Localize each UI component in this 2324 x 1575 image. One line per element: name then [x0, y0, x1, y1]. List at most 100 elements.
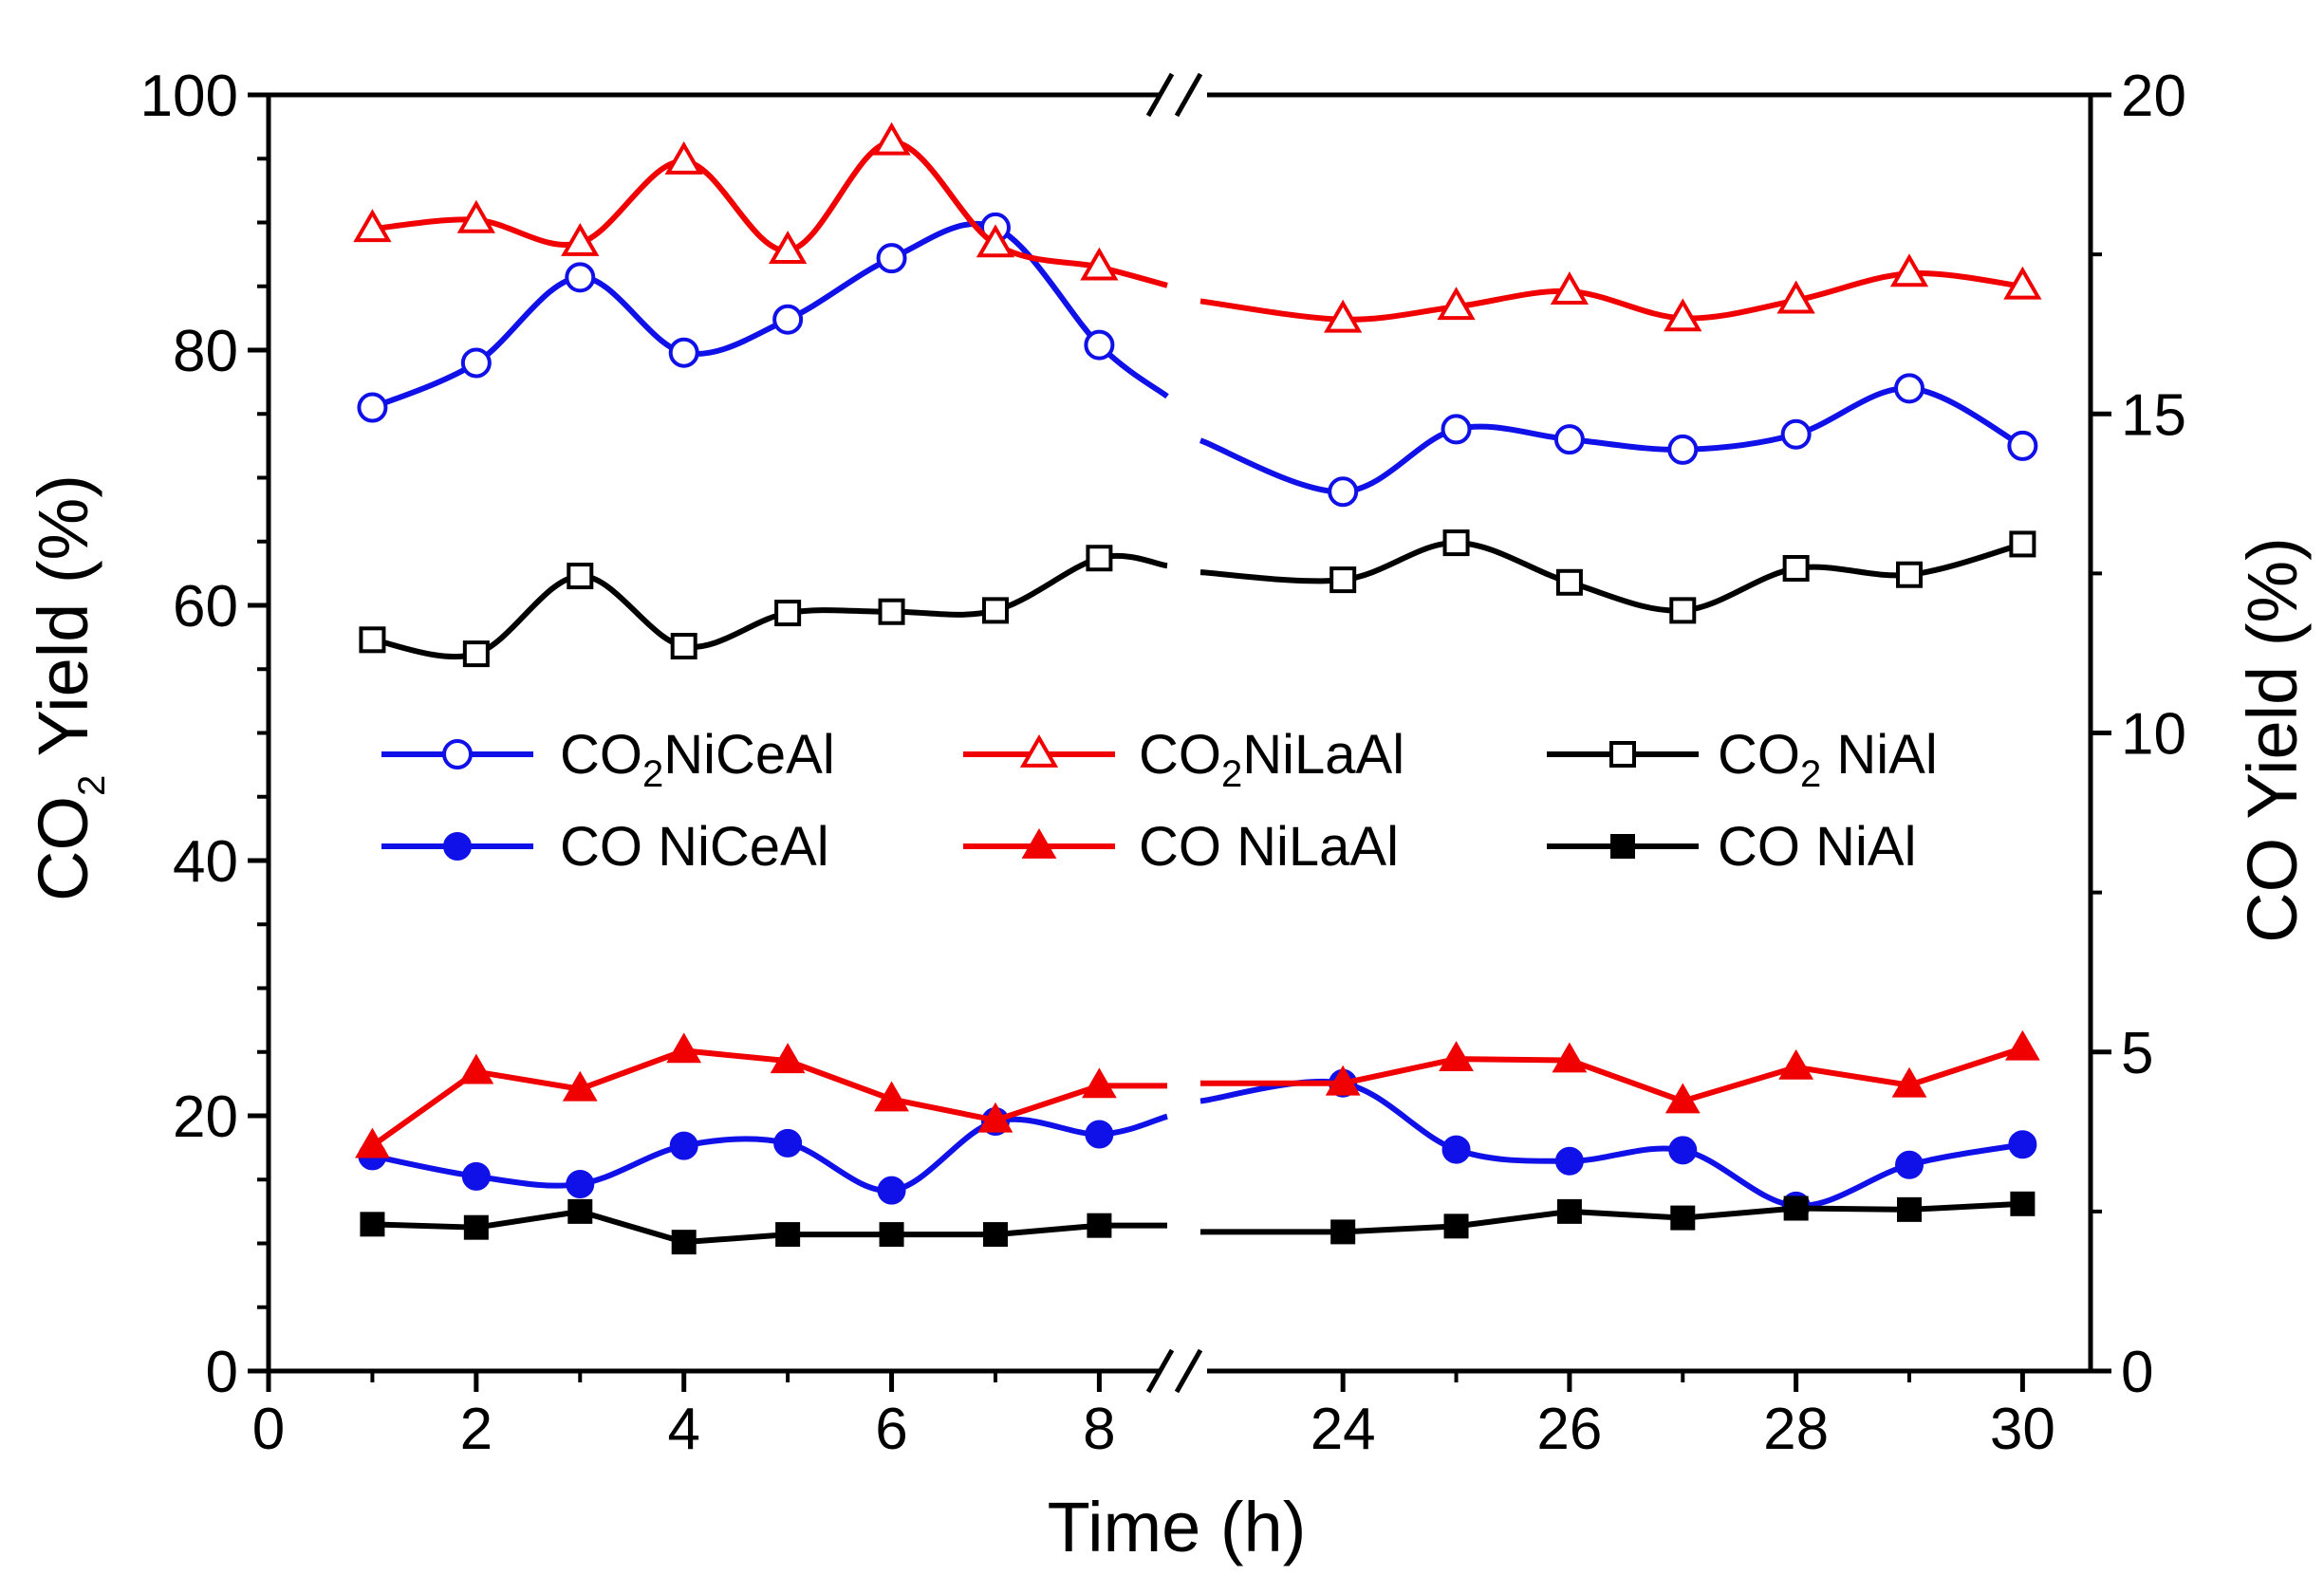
x-tick-label: 30	[1990, 1397, 2055, 1462]
data-point	[463, 1214, 489, 1240]
data-point	[355, 1127, 390, 1158]
legend-label-rest: NiLaAl	[1242, 724, 1404, 786]
data-point	[1080, 247, 1119, 281]
series-co2nilaal	[353, 121, 2042, 333]
data-point	[1894, 373, 1925, 404]
data-point	[1554, 1146, 1584, 1176]
x-tick-label: 28	[1763, 1397, 1829, 1462]
y-left-tick-label: 20	[173, 1084, 238, 1150]
x-tick-label: 26	[1536, 1397, 1602, 1462]
data-point	[2010, 1191, 2036, 1216]
axis-break-mark-bottom-1	[1174, 1348, 1203, 1394]
data-point	[2009, 530, 2036, 558]
data-point	[1669, 597, 1697, 624]
legend-label-main: CO NiCeAl	[560, 816, 829, 878]
data-point	[879, 1222, 904, 1248]
data-point	[567, 563, 594, 590]
y-axis-title-right: CO Yield (%)	[2233, 537, 2312, 943]
data-point	[2008, 1130, 2037, 1159]
data-point	[1437, 287, 1476, 321]
data-point	[772, 304, 804, 335]
data-point	[1896, 561, 1924, 588]
data-point	[2004, 1029, 2040, 1061]
data-point	[1330, 1219, 1356, 1245]
data-point	[1443, 1214, 1469, 1239]
data-point	[1441, 1135, 1471, 1164]
y-left-tick-label: 100	[140, 64, 238, 129]
y-right-tick-label: 10	[2121, 702, 2186, 768]
legend-item-1: CO2NiCeAl	[381, 724, 835, 795]
data-point	[1082, 1067, 1117, 1099]
legend-label-main: CO NiLaAl	[1139, 816, 1399, 878]
data-point	[874, 1081, 909, 1112]
axis-break-mark-top-0	[1145, 72, 1175, 118]
data-point	[565, 262, 596, 293]
legend-label-main: CO NiAl	[1718, 816, 1916, 878]
data-point	[2003, 266, 2042, 300]
y-right-tick-label: 15	[2121, 382, 2186, 448]
data-point	[769, 231, 808, 264]
data-point	[1084, 329, 1115, 361]
data-point	[1556, 1198, 1582, 1224]
legend-item-4: CO NiCeAl	[381, 816, 829, 878]
series-co2-nial	[359, 529, 2036, 668]
data-point	[1085, 1120, 1114, 1149]
legend-marker	[1019, 733, 1059, 768]
data-point	[1776, 280, 1815, 314]
x-tick-label: 0	[252, 1397, 285, 1462]
series-line-right	[1200, 1200, 2023, 1235]
y-left-tick-label: 40	[173, 829, 238, 895]
series-line-left	[370, 1047, 1167, 1149]
y-left-tick-label: 0	[206, 1340, 238, 1405]
data-point	[1555, 568, 1583, 596]
series-line-right	[1199, 1078, 2023, 1209]
data-point	[670, 633, 697, 660]
legend-label: CO2NiLaAl	[1139, 724, 1404, 795]
data-point	[976, 224, 1015, 258]
data-point	[1087, 1213, 1112, 1238]
axis-break-mark-bottom-0	[1145, 1348, 1175, 1394]
legend-label-sub: 2	[642, 753, 663, 795]
data-point	[1328, 476, 1359, 508]
data-point	[1439, 1041, 1474, 1072]
data-point	[1782, 554, 1810, 582]
data-point	[359, 626, 386, 654]
legend-item-6: CO NiAl	[1547, 816, 1916, 878]
data-point	[1668, 1136, 1698, 1165]
data-point	[878, 598, 905, 625]
data-point	[1441, 414, 1472, 445]
y-left-title-sub: 2	[71, 775, 113, 796]
data-point	[773, 1128, 803, 1158]
legend-label-rest: NiAl	[1821, 724, 1937, 786]
data-point	[1329, 566, 1357, 594]
data-point	[461, 1161, 491, 1191]
x-tick-label: 6	[875, 1397, 907, 1462]
data-point	[562, 1070, 598, 1102]
data-point	[664, 140, 703, 175]
legend-label-main: CO	[1139, 724, 1221, 786]
data-point	[462, 640, 490, 668]
data-point	[775, 1222, 801, 1248]
data-point	[353, 209, 392, 243]
data-point	[1442, 529, 1470, 557]
x-tick-label: 24	[1311, 1397, 1376, 1462]
series-group	[353, 121, 2042, 1255]
legend-label: CO NiCeAl	[560, 816, 829, 878]
series-line-right	[1199, 385, 2024, 495]
data-point	[561, 223, 600, 256]
data-point	[1778, 1048, 1814, 1080]
data-point	[1325, 1065, 1361, 1096]
y-left-title-main: CO	[24, 796, 102, 901]
legend-label: CO2NiCeAl	[560, 724, 835, 795]
y-right-tick-label: 5	[2121, 1021, 2153, 1086]
data-point	[877, 1176, 906, 1205]
series-co2niceal	[357, 212, 2038, 508]
data-point	[669, 1131, 698, 1160]
legend-marker	[1609, 741, 1636, 768]
data-point	[1667, 434, 1699, 465]
data-point	[566, 1169, 595, 1198]
series-co-nial	[360, 1191, 2036, 1255]
legend-label-main: CO	[560, 724, 642, 786]
